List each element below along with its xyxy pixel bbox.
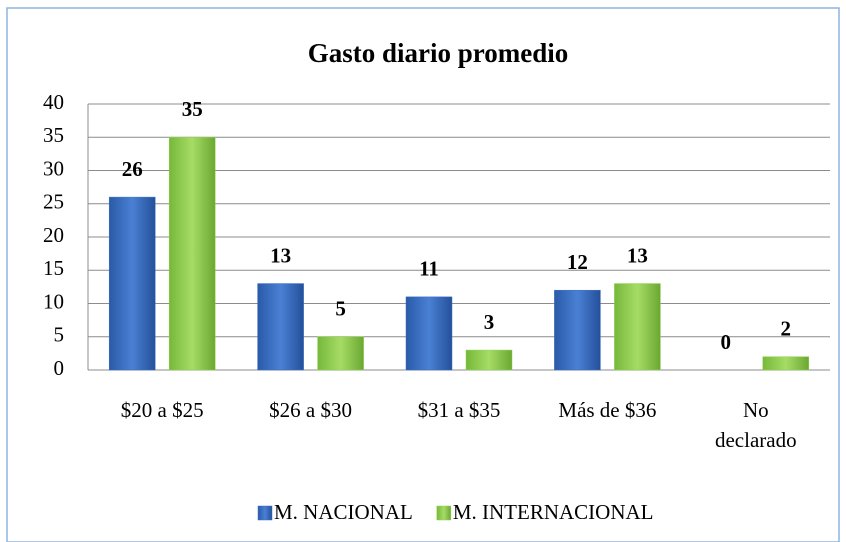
bar xyxy=(108,196,156,371)
data-label: 26 xyxy=(122,157,143,181)
data-label: 5 xyxy=(335,297,346,321)
y-tick-label: 40 xyxy=(43,90,64,114)
y-tick-label: 35 xyxy=(43,123,64,147)
data-label: 11 xyxy=(419,257,439,281)
y-tick-label: 20 xyxy=(43,223,64,247)
chart-title: Gasto diario promedio xyxy=(308,38,569,68)
y-tick-label: 30 xyxy=(43,156,64,180)
data-label: 3 xyxy=(484,310,495,334)
bar xyxy=(554,289,601,371)
bar xyxy=(762,356,810,371)
legend-label: M. INTERNACIONAL xyxy=(453,500,654,524)
y-tick-label: 10 xyxy=(43,289,64,313)
data-label: 13 xyxy=(627,243,648,267)
x-tick-label: $26 a $30 xyxy=(269,398,352,422)
legend-swatch xyxy=(257,505,273,521)
data-label: 0 xyxy=(721,330,732,354)
x-tick-label: No declarado xyxy=(715,398,797,452)
data-label: 35 xyxy=(182,97,203,121)
x-tick-label: Más de $36 xyxy=(558,398,656,422)
x-tick-label: $20 a $25 xyxy=(121,398,204,422)
x-tick-label: $31 a $35 xyxy=(418,398,501,422)
bar xyxy=(405,296,453,371)
bar xyxy=(257,283,304,371)
y-tick-label: 15 xyxy=(43,256,64,280)
legend-label: M. NACIONAL xyxy=(274,500,413,524)
data-label: 12 xyxy=(567,250,588,274)
bar xyxy=(317,336,364,371)
y-tick-label: 25 xyxy=(43,190,64,214)
bar xyxy=(465,349,513,371)
bar xyxy=(614,283,661,371)
data-label: 2 xyxy=(781,317,792,341)
bar xyxy=(168,137,216,371)
data-label: 13 xyxy=(270,243,291,267)
y-tick-label: 0 xyxy=(54,356,65,380)
y-tick-label: 5 xyxy=(54,323,65,347)
legend-swatch xyxy=(436,505,452,521)
